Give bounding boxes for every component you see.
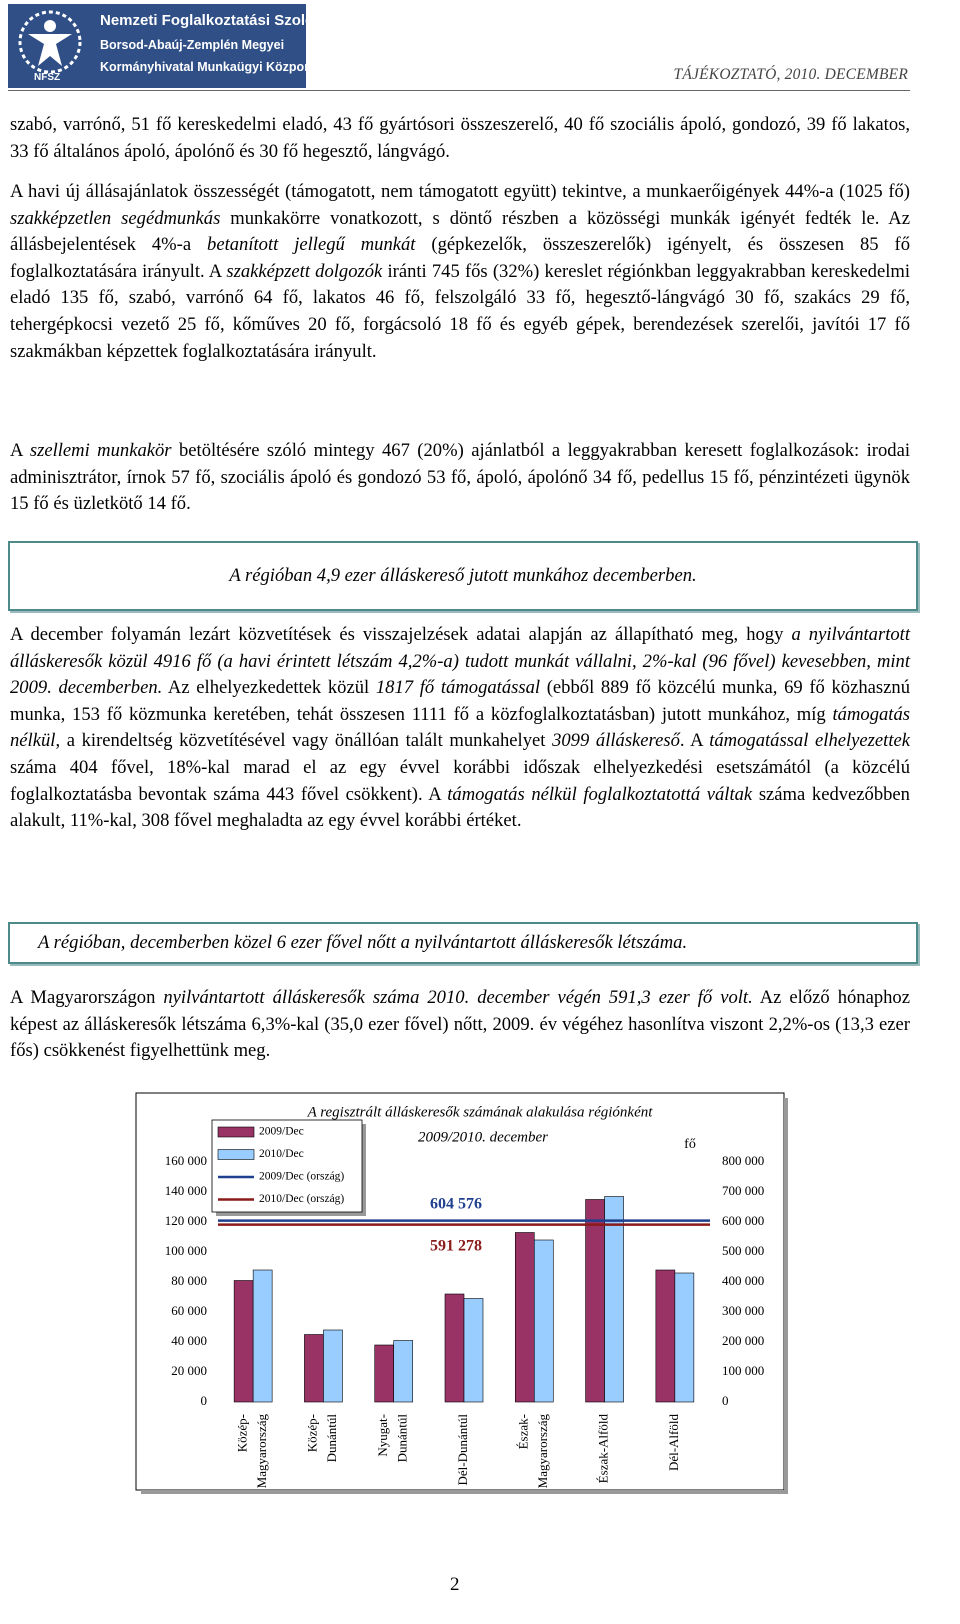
highlight-box: A régióban 4,9 ezer álláskereső jutott m… (8, 541, 918, 611)
text-run: . A (679, 730, 710, 752)
y2-tick-label: 600 000 (722, 1213, 764, 1228)
bar (444, 1293, 465, 1403)
text-run: Az elhelyezkedettek közül (162, 677, 376, 699)
y-tick-label: 140 000 (165, 1183, 207, 1198)
text-run: A december folyamán lezárt közvetítések … (10, 624, 792, 645)
text-run: A (10, 440, 30, 461)
italic-run: támogatással elhelyezettek (709, 730, 910, 752)
logo: Nemzeti Foglalkoztatási Szolgálat Borsod… (8, 4, 340, 88)
bar (655, 1269, 676, 1403)
x-tick-label: Dél-Alföld (666, 1414, 681, 1472)
text-run: száma kedvezőbben alakult, 11%-kal, 308 … (10, 783, 910, 832)
italic-run: szellemi munkakör (29, 440, 172, 461)
y2-tick-label: 700 000 (722, 1183, 764, 1198)
chart-subtitle: 2009/2010. december (418, 1129, 548, 1145)
logo-line: Borsod-Abaúj-Zemplén Megyei (100, 38, 285, 52)
text-run: iránti 745 fős (32%) kereslet régiónkban… (10, 260, 910, 362)
chart-shadow (784, 1098, 788, 1494)
legend-label: 2009/Dec (259, 1126, 304, 1138)
bar (374, 1344, 395, 1403)
page-number: 2 (450, 1574, 460, 1595)
paragraph: szabó, varrónő, 51 fő kereskedelmi eladó… (10, 112, 910, 165)
legend-label: 2010/Dec (259, 1148, 304, 1160)
italic-run: szakképzetlen segédmunkás (10, 207, 221, 229)
legend-label: 2009/Dec (ország) (259, 1171, 344, 1183)
italic-run: betanított jellegű munkát (207, 234, 416, 256)
logo-abbr: NFSZ (34, 72, 61, 83)
y-tick-label: 160 000 (165, 1153, 207, 1168)
y-tick-label: 20 000 (171, 1363, 207, 1378)
logo-title: Nemzeti Foglalkoztatási Szolgálat (100, 12, 341, 29)
x-tick-label: Észak-Alföld (596, 1414, 611, 1484)
text-run: (gépkezelők, összeszerelők) igényelt, és… (10, 234, 910, 282)
y2-tick-label: 200 000 (722, 1333, 764, 1348)
y-tick-label: 80 000 (171, 1273, 207, 1288)
reference-value-label: 591 278 (430, 1237, 482, 1254)
paragraph: A december folyamán lezárt közvetítések … (10, 622, 910, 835)
y-tick-label: 60 000 (171, 1303, 207, 1318)
text-run: száma 404 fővel, 18%-kal marad el az egy… (10, 756, 910, 805)
y2-axis-label: fő (684, 1137, 696, 1152)
paragraph: A Magyarországon nyilvántartott állásker… (10, 985, 910, 1065)
x-tick-label: Közép- Magyarország (234, 1414, 269, 1489)
bar (252, 1269, 273, 1403)
bar (533, 1239, 554, 1403)
italic-run: nyilvántartott álláskeresők száma 2010. … (163, 987, 753, 1008)
text-run: betöltésére szóló mintegy 467 (20%) aján… (10, 440, 910, 515)
text-run: szabó, varrónő, 51 fő kereskedelmi eladó… (10, 114, 910, 162)
bar (323, 1329, 343, 1403)
x-tick-label: Nyugat- Dunántúl (375, 1414, 410, 1463)
text-run: (ebből 889 fő közcélú munka, 69 fő közha… (10, 677, 910, 725)
x-tick-label: Észak- Magyarország (516, 1414, 551, 1489)
header-rule (8, 90, 910, 91)
bar (393, 1340, 414, 1403)
logo-icon (18, 10, 82, 74)
paragraph: A szellemi munkakör betöltésére szóló mi… (10, 438, 910, 518)
paragraph: A havi új állásajánlatok összességét (tá… (10, 179, 910, 365)
italic-run: 1817 fő támogatással (375, 677, 541, 699)
y-tick-label: 40 000 (171, 1333, 207, 1348)
italic-run: szakképzett dolgozók (226, 260, 383, 282)
bar (585, 1199, 605, 1403)
bar (463, 1298, 484, 1403)
highlight-box: A régióban, decemberben közel 6 ezer főv… (8, 922, 918, 964)
x-tick-label: Dél-Dunántúl (455, 1414, 470, 1486)
x-tick-label: Közép- Dunántúl (305, 1414, 340, 1463)
y-tick-label: 120 000 (165, 1213, 207, 1228)
legend-swatch (217, 1149, 255, 1160)
y2-tick-label: 800 000 (722, 1153, 764, 1168)
header-title: TÁJÉKOZTATÓ, 2010. DECEMBER (673, 66, 908, 83)
reference-value-label: 604 576 (430, 1195, 482, 1212)
legend-swatch (217, 1126, 255, 1138)
bar (233, 1280, 254, 1403)
text-run: , a kirendeltség közvetítésével vagy öná… (55, 730, 553, 752)
text-run: Az előző hónaphoz képest az álláskeresők… (10, 987, 910, 1062)
y2-tick-label: 500 000 (722, 1243, 764, 1258)
italic-run: 3099 álláskereső (552, 730, 680, 752)
legend-label: 2010/Dec (ország) (259, 1193, 344, 1205)
y2-tick-label: 100 000 (722, 1363, 764, 1378)
text-run: munkakörre vonatkozott, s döntő részben … (10, 207, 910, 256)
logo-line: Kormányhivatal Munkaügyi Központja (100, 60, 327, 74)
bar (304, 1334, 324, 1403)
text-run: A Magyarországon (10, 987, 164, 1008)
chart-title: A regisztrált álláskeresők számának alak… (307, 1104, 654, 1120)
italic-run: támogatás nélkül (10, 703, 910, 752)
bar (604, 1196, 624, 1403)
bar (674, 1272, 695, 1403)
italic-run: támogatás nélkül foglalkoztatottá váltak (447, 783, 753, 805)
chart: A regisztrált álláskeresők számának alak… (135, 1092, 788, 1494)
y-tick-label: 100 000 (165, 1243, 207, 1258)
y2-tick-label: 0 (722, 1393, 729, 1408)
italic-run: a nyilvántartott álláskeresők közül 4916… (10, 624, 911, 699)
y2-tick-label: 300 000 (722, 1303, 764, 1318)
text-run: A havi új állásajánlatok összességét (tá… (10, 181, 910, 202)
chart-shadow (141, 1490, 787, 1494)
y-tick-label: 0 (201, 1393, 208, 1408)
y2-tick-label: 400 000 (722, 1273, 764, 1288)
bar (514, 1232, 535, 1403)
